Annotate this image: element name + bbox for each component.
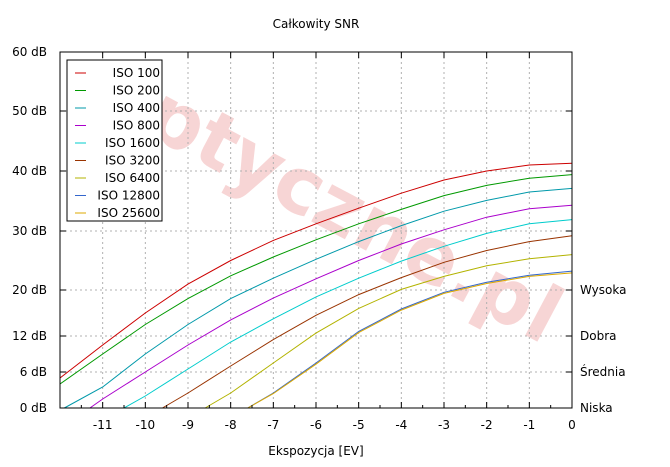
y-tick-label: 20 dB	[12, 283, 47, 297]
series-lines	[59, 162, 573, 409]
legend-label: ISO 12800	[97, 189, 160, 203]
quality-label: Średnia	[580, 364, 626, 379]
series-line	[204, 254, 573, 409]
legend-label: ISO 400	[113, 101, 160, 115]
series-line	[123, 219, 573, 409]
series-line	[247, 272, 573, 409]
quality-label: Dobra	[580, 329, 617, 343]
y-tick-label: 60 dB	[12, 45, 47, 59]
series-line	[59, 174, 573, 385]
x-tick-label: -7	[267, 418, 279, 432]
grid	[60, 52, 572, 408]
legend-box	[66, 59, 163, 222]
y-tick-label: 30 dB	[12, 224, 47, 238]
legend-label: ISO 200	[113, 84, 160, 98]
x-tick-label: -10	[136, 418, 156, 432]
x-tick-label: -5	[353, 418, 365, 432]
series-line	[59, 162, 573, 379]
series-line	[247, 270, 573, 409]
series-line	[64, 187, 573, 409]
x-tick-label: -8	[225, 418, 237, 432]
x-tick-label: -9	[182, 418, 194, 432]
y-tick-label: 50 dB	[12, 104, 47, 118]
y-tick-label: 40 dB	[12, 164, 47, 178]
legend: ISO 100 ISO 200 ISO 400 ISO 800 ISO 1600 ISO …	[66, 59, 163, 222]
legend-label: ISO 1600	[105, 136, 160, 150]
x-tick-label: -4	[395, 418, 407, 432]
quality-label: Niska	[580, 401, 613, 415]
x-tick-label: -11	[93, 418, 113, 432]
y-tick-label: 12 dB	[12, 329, 47, 343]
x-axis-label: Ekspozycja [EV]	[268, 444, 363, 458]
x-tick-label: -1	[523, 418, 535, 432]
legend-label: ISO 3200	[105, 154, 160, 168]
x-tick-label: -3	[438, 418, 450, 432]
series-line	[89, 204, 573, 409]
x-tick-label: -2	[481, 418, 493, 432]
legend-label: ISO 100	[113, 66, 160, 80]
legend-label: ISO 6400	[105, 171, 160, 185]
y-tick-label: 6 dB	[20, 365, 47, 379]
legend-label: ISO 25600	[97, 206, 160, 220]
quality-label: Wysoka	[580, 283, 626, 297]
x-tick-label: 0	[568, 418, 576, 432]
y-tick-label: 0 dB	[20, 401, 47, 415]
legend-label: ISO 800	[113, 119, 160, 133]
x-tick-label: -6	[310, 418, 322, 432]
chart-title: Całkowity SNR	[273, 17, 360, 31]
series-line	[162, 235, 573, 409]
